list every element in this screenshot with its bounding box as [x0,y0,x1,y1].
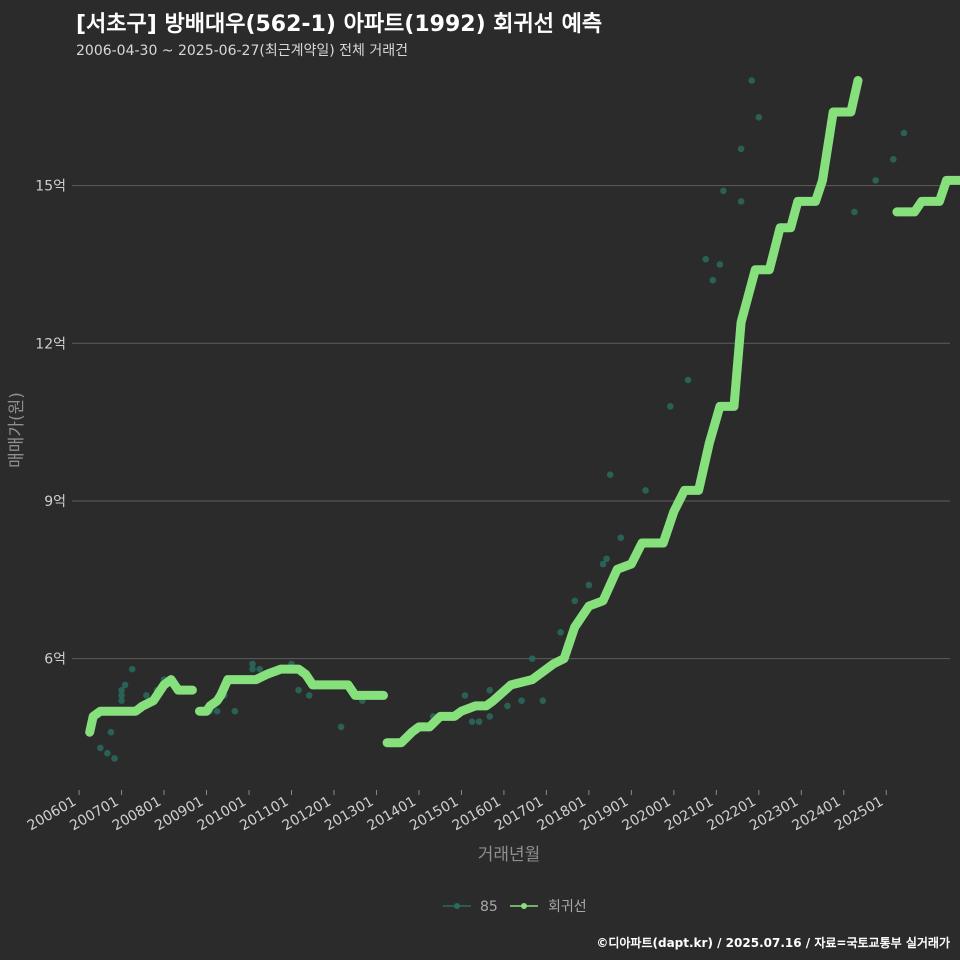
data-point [486,686,494,694]
data-point [486,713,494,720]
data-point [118,686,125,694]
data-point [104,749,111,757]
data-point [213,707,221,715]
data-point [737,145,745,153]
legend-item-points[interactable]: 85 [443,899,498,915]
data-point [121,681,129,689]
data-point [143,692,150,699]
data-point [748,77,756,84]
data-point [585,581,593,589]
footer-credit: ©디아파트(dapt.kr) / 2025.07.16 / 자료=국토교통부 실… [596,936,950,950]
data-point [107,728,115,736]
data-point [851,208,858,216]
regression-line [892,175,960,217]
data-point [118,697,125,704]
data-point [249,660,256,668]
x-axis-ticks: 2006012007012008012009012010012011012012… [25,790,887,835]
chart-title: [서초구] 방배대우(562-1) 아파트(1992) 회귀선 예측 [76,12,603,37]
data-point [461,692,469,699]
legend-label-points: 85 [480,899,498,915]
data-point [603,555,610,563]
data-point [617,534,625,542]
regression-line [85,675,197,737]
data-point [97,744,104,752]
y-axis-label: 매매가(원) [7,392,27,468]
grid-lines [72,185,950,660]
data-point [128,665,136,673]
x-axis-label: 거래년월 [478,845,541,865]
data-point [118,692,125,699]
legend-item-regression[interactable]: 회귀선 [510,899,587,915]
data-point [256,665,263,673]
data-point [337,723,345,731]
regression-line [195,664,388,716]
regression-line [382,76,863,748]
data-point [709,276,717,284]
data-point [295,686,302,694]
y-axis-ticks: 6억 9억 12억 15억 [35,179,66,668]
data-point [468,718,476,725]
data-point [890,156,897,163]
data-point [539,697,547,704]
legend-label-regression: 회귀선 [548,899,587,915]
data-point [518,697,525,704]
y-tick-label: 12억 [35,336,66,352]
data-point [642,487,649,494]
data-point [872,177,879,184]
data-point [755,113,763,121]
data-point [231,707,239,715]
data-point [475,718,483,725]
chart-subtitle: 2006-04-30 ~ 2025-06-27(최근계약일) 전체 거래건 [76,43,408,59]
data-point [111,755,118,762]
data-point [720,187,727,195]
x-tick-label: 202501 [832,794,886,835]
data-point [737,198,745,205]
data-point [606,471,614,478]
data-point [667,403,674,410]
data-point [684,376,692,384]
data-point [504,702,511,710]
regression-lines [85,76,960,748]
data-point [249,665,256,673]
y-tick-label: 9억 [44,494,66,510]
legend: 85 회귀선 [443,899,587,915]
data-point [557,629,564,636]
y-tick-label: 15억 [35,179,66,195]
data-point [716,261,724,268]
data-point [599,560,607,568]
data-point [702,255,710,263]
data-point [571,597,579,605]
y-tick-label: 6억 [44,652,66,668]
data-point [528,655,536,662]
data-point [900,129,908,137]
data-point [305,692,313,699]
